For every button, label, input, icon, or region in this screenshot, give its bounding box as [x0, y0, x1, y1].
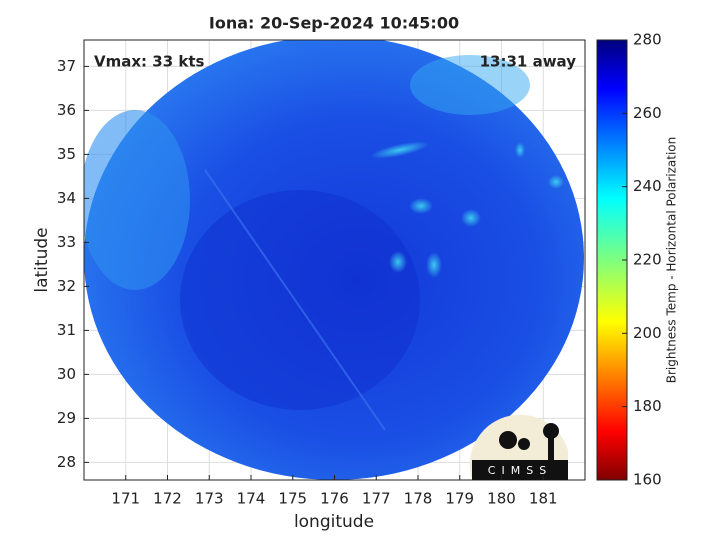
x-tick-label: 179 — [445, 490, 474, 508]
colorbar-tick-label: 160 — [633, 471, 662, 489]
x-tick-label: 172 — [153, 490, 182, 508]
y-tick-label: 36 — [57, 101, 76, 119]
x-tick-label: 181 — [529, 490, 558, 508]
y-tick-label: 31 — [57, 321, 76, 339]
y-tick-label: 29 — [57, 409, 76, 427]
annotation: 13:31 away — [480, 53, 577, 71]
y-tick-label: 35 — [57, 145, 76, 163]
colorbar-tick-label: 220 — [633, 251, 662, 269]
x-tick-label: 174 — [237, 490, 266, 508]
colorbar-tick-label: 240 — [633, 177, 662, 195]
y-tick-label: 30 — [57, 365, 76, 383]
x-tick-label: 177 — [362, 490, 391, 508]
satellite-image — [84, 40, 584, 480]
colorbar-tick-label: 200 — [633, 324, 662, 342]
x-tick-label: 171 — [111, 490, 140, 508]
x-tick-label: 173 — [195, 490, 224, 508]
x-tick-label: 180 — [487, 490, 516, 508]
colorbar-tick-label: 180 — [633, 397, 662, 415]
x-tick-label: 178 — [404, 490, 433, 508]
y-axis-label: latitude — [32, 227, 52, 292]
annotation: Vmax: 33 kts — [94, 53, 204, 71]
colorbar-label: Brightness Temp - Horizontal Polarizatio… — [665, 137, 679, 384]
logo-text: CIMSS — [488, 464, 552, 477]
y-tick-label: 33 — [57, 233, 76, 251]
y-tick-label: 28 — [57, 453, 76, 471]
y-tick-label: 37 — [57, 57, 76, 75]
x-axis-label: longitude — [294, 512, 374, 532]
x-tick-label: 175 — [278, 490, 307, 508]
colorbar-tick-label: 280 — [633, 31, 662, 49]
colorbar-tick-label: 260 — [633, 104, 662, 122]
y-tick-label: 32 — [57, 277, 76, 295]
logo — [469, 414, 568, 480]
y-tick-label: 34 — [57, 189, 76, 207]
chart-title: Iona: 20-Sep-2024 10:45:00 — [209, 14, 459, 33]
x-tick-label: 176 — [320, 490, 349, 508]
